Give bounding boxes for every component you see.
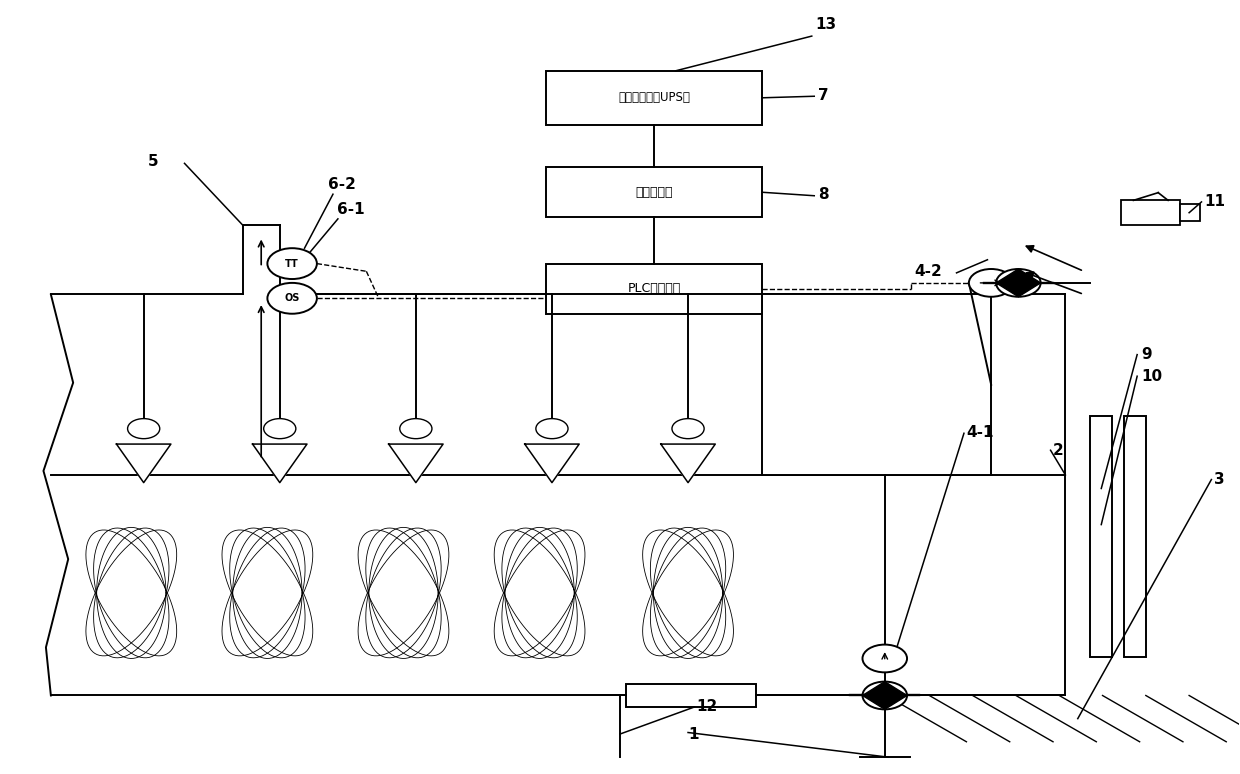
Circle shape xyxy=(128,419,160,439)
Text: 上位机系统: 上位机系统 xyxy=(635,186,673,199)
Bar xyxy=(763,294,991,475)
Text: 不间断电源（UPS）: 不间断电源（UPS） xyxy=(618,91,689,104)
Polygon shape xyxy=(253,444,308,483)
Polygon shape xyxy=(388,444,443,483)
Circle shape xyxy=(268,248,317,279)
Bar xyxy=(546,167,763,217)
Bar xyxy=(546,264,763,313)
Bar xyxy=(1121,200,1180,225)
Text: 1: 1 xyxy=(688,727,698,741)
Bar xyxy=(626,684,756,707)
Bar xyxy=(1090,416,1112,657)
Bar xyxy=(546,70,763,125)
Text: OS: OS xyxy=(284,293,300,303)
Bar xyxy=(1123,416,1146,657)
Text: 4-2: 4-2 xyxy=(914,264,942,279)
Text: 4-1: 4-1 xyxy=(966,425,994,440)
Text: 9: 9 xyxy=(1141,347,1152,362)
Text: 10: 10 xyxy=(1141,368,1162,384)
Text: 2: 2 xyxy=(1053,443,1064,457)
Polygon shape xyxy=(863,682,906,709)
Text: 8: 8 xyxy=(818,187,828,203)
Circle shape xyxy=(863,682,906,709)
Polygon shape xyxy=(996,269,1040,296)
Text: PLC控制系统: PLC控制系统 xyxy=(627,283,681,295)
Polygon shape xyxy=(525,444,579,483)
Text: 7: 7 xyxy=(818,88,828,103)
Text: 11: 11 xyxy=(1204,194,1225,209)
Circle shape xyxy=(968,269,1013,296)
Circle shape xyxy=(672,419,704,439)
Circle shape xyxy=(996,269,1040,296)
Text: 3: 3 xyxy=(1214,472,1224,487)
Text: 6-2: 6-2 xyxy=(329,177,356,192)
Circle shape xyxy=(536,419,568,439)
Polygon shape xyxy=(117,444,171,483)
Polygon shape xyxy=(661,444,715,483)
Text: TT: TT xyxy=(285,259,299,269)
Circle shape xyxy=(264,419,296,439)
Text: 5: 5 xyxy=(148,154,157,170)
Bar xyxy=(1180,204,1200,221)
Circle shape xyxy=(863,645,906,673)
Text: 12: 12 xyxy=(697,699,718,714)
Circle shape xyxy=(268,283,317,313)
Text: 13: 13 xyxy=(816,17,837,33)
Circle shape xyxy=(399,419,432,439)
Text: 6-1: 6-1 xyxy=(337,202,365,217)
